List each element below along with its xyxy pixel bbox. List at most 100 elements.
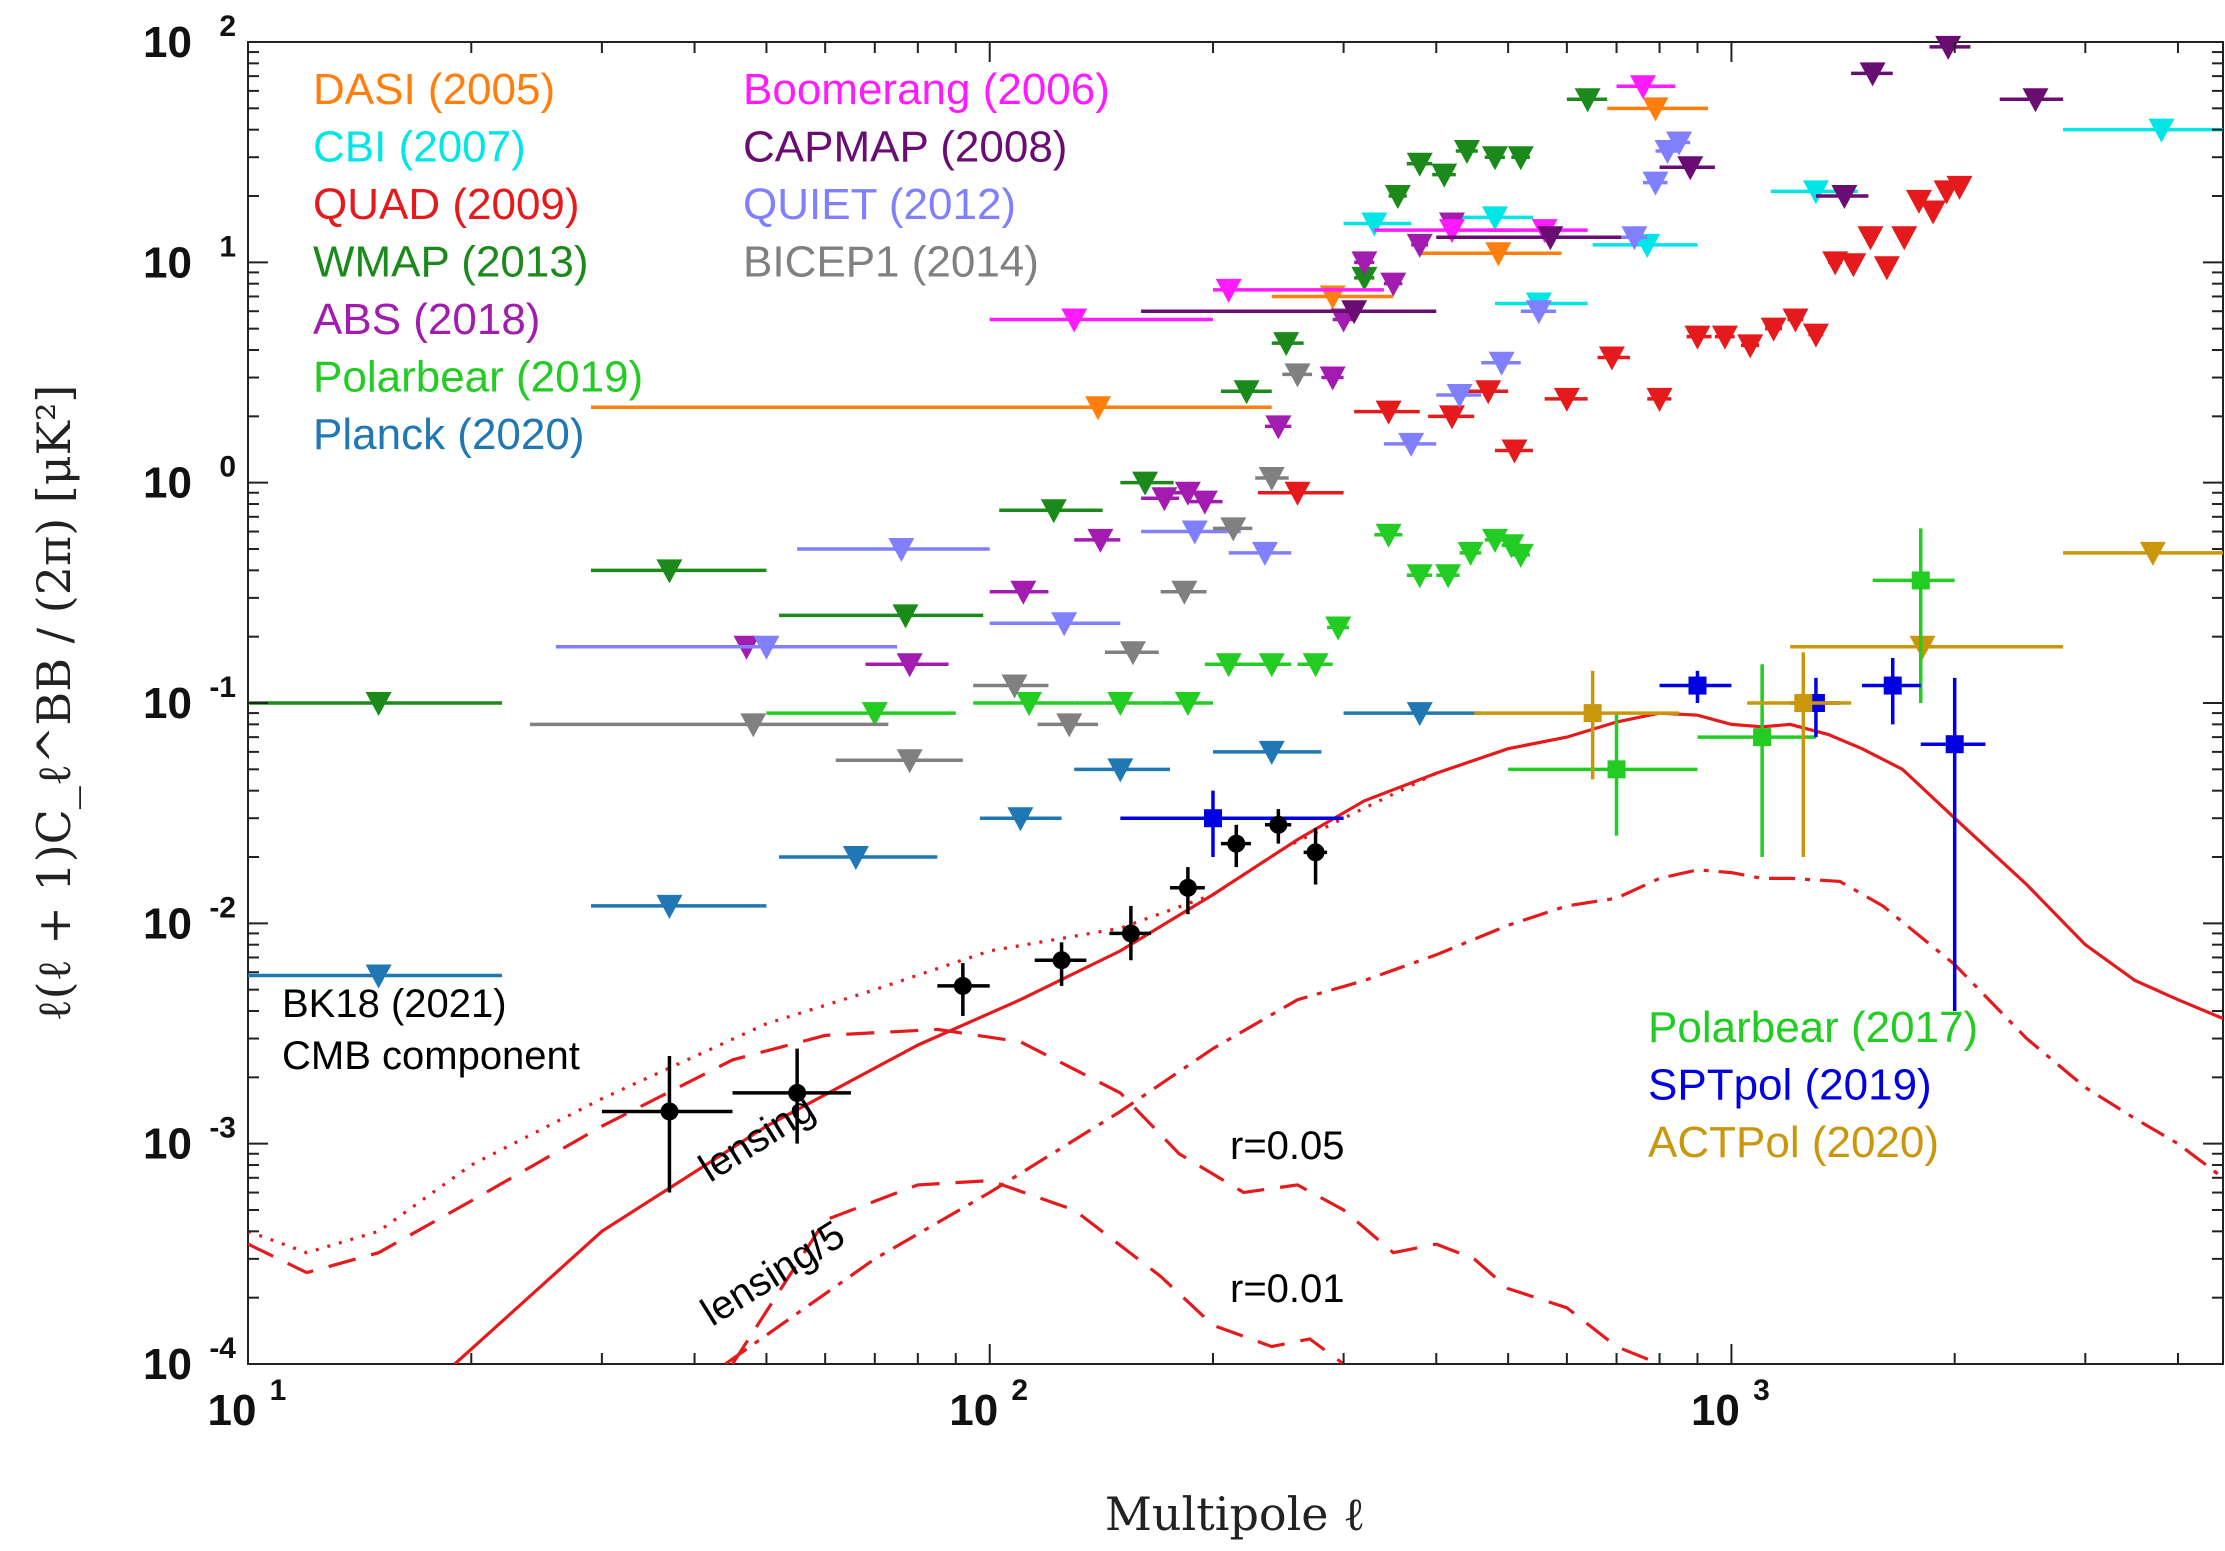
- x-tick-label-exponent: 2: [1011, 1374, 1028, 1407]
- upper-limit-marker: [1351, 266, 1378, 291]
- upper-limit-marker: [1840, 253, 1867, 278]
- upper-limit-marker: [1107, 692, 1134, 716]
- axis-ticks: 10 1 10 2 10 3 -4 10 -3 10 -2 10 -1 10 0 10 1 10 2 10: [143, 10, 2223, 1435]
- y-tick-label: 10: [143, 459, 192, 508]
- upper-limit-marker: [365, 964, 392, 989]
- series-boomerang-2006-: [989, 75, 1676, 333]
- series-capmap-2008-: [1141, 35, 2064, 325]
- upper-limit-marker: [1525, 300, 1552, 325]
- upper-limit-marker: [1181, 520, 1208, 545]
- y-tick-label: 10: [143, 1120, 192, 1169]
- upper-limit-marker: [1537, 226, 1564, 251]
- upper-limit-marker: [842, 846, 869, 871]
- upper-limit-marker: [1909, 635, 1936, 660]
- upper-limit-marker: [1782, 308, 1809, 333]
- y-tick-label-exponent: 1: [219, 230, 236, 263]
- data-point: [1945, 735, 1964, 754]
- upper-limit-marker: [1406, 152, 1433, 177]
- data-point: [1052, 951, 1071, 970]
- legend-entry: DASI (2005): [313, 65, 555, 114]
- upper-limit-marker: [896, 749, 923, 774]
- upper-limit-marker: [1061, 308, 1088, 333]
- data-point: [1883, 676, 1902, 695]
- upper-limit-marker: [1040, 499, 1067, 524]
- x-tick-label-exponent: 1: [270, 1374, 287, 1407]
- upper-limit-marker: [1666, 131, 1693, 156]
- upper-limit-marker: [1384, 185, 1411, 210]
- legend-entry: SPTpol (2019): [1648, 1061, 1932, 1110]
- upper-limit-series: [248, 35, 2223, 989]
- series-planck-2020-: [248, 702, 1482, 989]
- legend-entry: Boomerang (2006): [743, 65, 1110, 114]
- x-tick-label: 10: [208, 1386, 257, 1435]
- legend-entry: WMAP (2013): [313, 238, 589, 287]
- upper-limit-marker: [656, 559, 683, 584]
- upper-limit-marker: [1642, 97, 1669, 122]
- data-point: [788, 1083, 807, 1102]
- upper-limit-marker: [1621, 226, 1648, 251]
- upper-limit-marker: [1375, 400, 1402, 425]
- upper-limit-marker: [1553, 387, 1580, 412]
- upper-limit-marker: [1438, 219, 1465, 244]
- upper-limit-marker: [1251, 541, 1278, 566]
- upper-limit-marker: [1351, 251, 1378, 276]
- upper-limit-marker: [1319, 366, 1346, 391]
- upper-limit-marker: [1302, 653, 1329, 678]
- upper-limit-marker: [1119, 641, 1146, 666]
- upper-limit-marker: [1265, 415, 1292, 440]
- legend-entry: ACTPol (2020): [1648, 1118, 1939, 1167]
- upper-limit-marker: [1233, 380, 1260, 405]
- upper-limit-marker: [1174, 481, 1201, 506]
- upper-limit-marker: [1737, 334, 1764, 359]
- curve-lensing_plus_r005: [248, 771, 1437, 1255]
- upper-limit-marker: [1684, 325, 1711, 350]
- upper-limit-marker: [1171, 580, 1198, 605]
- data-point: [1306, 843, 1325, 862]
- data-point: [1583, 704, 1602, 723]
- upper-limit-marker: [2022, 88, 2049, 113]
- upper-limit-marker: [1457, 541, 1484, 566]
- series-quiet-2012-: [555, 131, 1693, 660]
- upper-limit-marker: [1361, 212, 1388, 237]
- upper-limit-marker: [1711, 325, 1738, 350]
- upper-limit-marker: [1802, 323, 1829, 348]
- data-point: [1794, 694, 1813, 712]
- upper-limit-marker: [1406, 564, 1433, 589]
- upper-limit-marker: [1598, 346, 1625, 371]
- curve-lensing_over_5: [731, 1178, 1345, 1364]
- curve-r001_total: [724, 868, 2223, 1364]
- upper-limit-marker: [1191, 490, 1218, 515]
- upper-limit-marker: [1507, 146, 1534, 171]
- upper-limit-marker: [1220, 517, 1247, 542]
- upper-limit-marker: [1485, 242, 1512, 267]
- upper-limit-marker: [1007, 807, 1034, 832]
- data-point: [1269, 815, 1288, 834]
- upper-limit-marker: [1085, 396, 1112, 421]
- upper-limit-marker: [1574, 88, 1601, 113]
- y-tick-label-exponent: -2: [209, 891, 236, 924]
- upper-limit-marker: [1258, 740, 1285, 765]
- upper-limit-marker: [1174, 692, 1201, 716]
- series-dasi-2005-: [590, 97, 1709, 421]
- upper-limit-marker: [1920, 200, 1947, 225]
- upper-limit-marker: [1375, 523, 1402, 548]
- data-point: [1753, 728, 1772, 747]
- upper-limit-marker: [1634, 233, 1661, 258]
- y-tick-label-exponent: -3: [209, 1112, 236, 1145]
- upper-limit-marker: [861, 702, 888, 727]
- upper-limit-marker: [1380, 272, 1407, 297]
- upper-limit-marker: [1859, 62, 1886, 87]
- series-quad-2009-: [1258, 175, 1973, 506]
- upper-limit-marker: [1677, 156, 1704, 181]
- upper-limit-marker: [1215, 278, 1242, 303]
- curve-lensing: [248, 1027, 1661, 1364]
- upper-limit-marker: [1905, 189, 1932, 214]
- upper-limit-marker: [1802, 180, 1829, 205]
- legend-entry: CAPMAP (2008): [743, 123, 1067, 172]
- upper-limit-marker: [1273, 332, 1300, 357]
- upper-limit-marker: [1760, 317, 1787, 342]
- upper-limit-marker: [1325, 616, 1352, 641]
- upper-limit-marker: [1646, 387, 1673, 412]
- legend-entry: ABS (2018): [313, 295, 540, 344]
